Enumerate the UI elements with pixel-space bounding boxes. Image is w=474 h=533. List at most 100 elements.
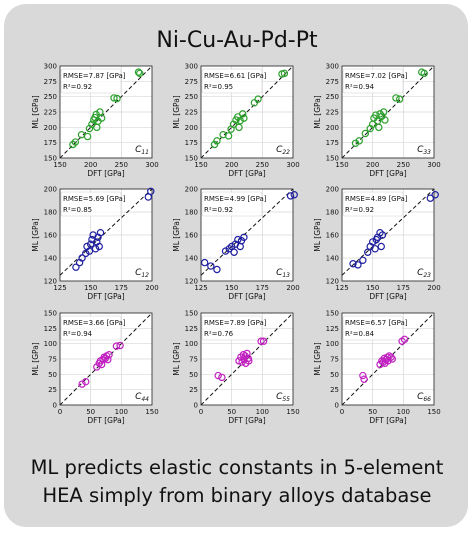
x-tick-label: 300 (427, 161, 440, 169)
subplot-c33: 150 200 250 300 150 175 200 225 250 275 300 DFT [GP… (313, 63, 441, 179)
y-tick-label: 160 (326, 232, 339, 240)
stats-box (60, 191, 122, 217)
x-tick-label: 125 (53, 284, 66, 292)
data-point (360, 375, 368, 383)
x-tick-label: 150 (335, 161, 348, 169)
y-tick-label: 200 (185, 186, 198, 194)
parity-line (200, 188, 294, 276)
y-tick-label: 250 (185, 93, 198, 101)
r2-label: R²=0.94 (63, 330, 93, 338)
subplot-c23: 125 150 175 200 120 140 160 180 200 DFT [GPa] ML [… (313, 186, 441, 302)
x-tick-label: 50 (86, 408, 95, 416)
component-label: C11 (135, 145, 149, 156)
y-tick-label: 50 (189, 371, 198, 379)
data-point (351, 139, 360, 147)
data-point (236, 116, 244, 125)
rmse-label: RMSE=7.87 [GPa] (63, 72, 126, 80)
x-axis-label: DFT [GPa] (369, 169, 406, 178)
rmse-label: RMSE=3.66 [GPa] (63, 319, 126, 327)
r2-label: R²=0.94 (345, 83, 375, 91)
x-tick-label: 200 (427, 284, 440, 292)
plot-frame (341, 312, 435, 406)
data-point (82, 377, 90, 386)
data-point (116, 341, 124, 350)
data-point (280, 69, 289, 78)
y-tick-label: 140 (185, 255, 198, 263)
component-label: C44 (135, 392, 149, 403)
data-point (136, 69, 144, 78)
data-point (91, 245, 100, 253)
y-tick-label: 300 (185, 63, 198, 71)
component-label: C22 (276, 145, 290, 156)
data-point (92, 110, 100, 119)
caption-line-1: ML predicts elastic constants in 5-eleme… (30, 456, 444, 479)
y-axis-label: ML [GPa] (172, 95, 181, 129)
y-tick-label: 200 (44, 124, 57, 132)
y-tick-label: 275 (44, 78, 57, 86)
y-tick-label: 25 (189, 386, 198, 394)
caption-line-2: HEA simply from binary alloys database (42, 484, 432, 507)
r2-label: R²=0.85 (63, 206, 92, 214)
data-point (368, 238, 377, 246)
data-point (98, 114, 106, 122)
data-point (290, 191, 298, 199)
r2-label: R²=0.95 (204, 83, 233, 91)
data-point (78, 254, 86, 262)
data-point (240, 233, 248, 241)
data-point (286, 192, 295, 200)
x-tick-label: 200 (84, 161, 97, 169)
data-point (224, 132, 233, 140)
y-tick-label: 150 (326, 155, 339, 163)
x-tick-label: 150 (145, 408, 158, 416)
parity-line (59, 188, 153, 276)
x-tick-label: 250 (256, 161, 269, 169)
y-tick-label: 180 (44, 209, 57, 217)
data-point (147, 187, 155, 195)
subplot-c44: 0 50 100 150 0 25 50 75 100 125 150 DFT [GPa] ML [GP… (31, 310, 159, 426)
component-label: C13 (276, 268, 290, 279)
x-tick-label: 0 (199, 408, 203, 416)
plot-frame (200, 65, 294, 159)
data-point (426, 194, 435, 202)
y-tick-label: 75 (48, 356, 57, 364)
stats-box (342, 68, 404, 94)
rmse-label: RMSE=4.99 [GPa] (204, 195, 267, 203)
y-tick-label: 100 (185, 340, 198, 348)
x-tick-label: 250 (115, 161, 128, 169)
plot-frame (59, 312, 153, 406)
data-point (383, 353, 392, 361)
y-tick-label: 100 (44, 340, 57, 348)
data-point (78, 380, 86, 388)
plot-frame (200, 312, 294, 406)
y-axis-label: ML [GPa] (31, 95, 40, 129)
y-tick-label: 120 (185, 278, 198, 286)
y-tick-label: 120 (44, 278, 57, 286)
data-point (98, 360, 106, 369)
y-axis-label: ML [GPa] (313, 342, 322, 376)
component-label: C12 (135, 268, 149, 279)
x-axis-label: DFT [GPa] (369, 416, 406, 425)
y-tick-label: 50 (330, 371, 339, 379)
data-point (207, 262, 215, 270)
y-tick-label: 150 (44, 310, 57, 318)
x-tick-label: 300 (145, 161, 158, 169)
plot-frame (341, 65, 435, 159)
x-tick-label: 0 (340, 408, 344, 416)
x-tick-label: 150 (194, 161, 207, 169)
x-axis-label: DFT [GPa] (87, 169, 124, 178)
data-point (239, 110, 247, 118)
y-tick-label: 300 (326, 63, 339, 71)
y-tick-label: 275 (185, 78, 198, 86)
y-axis-label: ML [GPa] (172, 218, 181, 252)
r2-label: R²=0.76 (204, 330, 234, 338)
x-tick-label: 200 (286, 284, 299, 292)
y-axis-label: ML [GPa] (313, 95, 322, 129)
x-axis-label: DFT [GPa] (228, 292, 265, 301)
y-tick-label: 175 (326, 139, 339, 147)
x-tick-label: 100 (256, 408, 269, 416)
x-tick-label: 300 (286, 161, 299, 169)
data-point (349, 260, 357, 268)
y-tick-label: 175 (185, 139, 198, 147)
caption: ML predicts elastic constants in 5-eleme… (0, 454, 474, 510)
component-label: C23 (417, 268, 431, 279)
